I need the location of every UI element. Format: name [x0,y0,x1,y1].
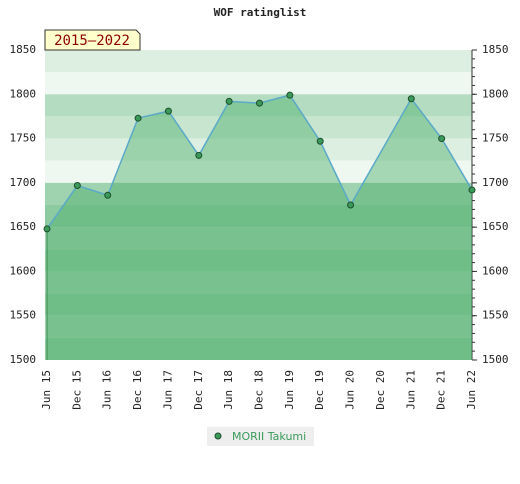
y2-tick-label: 1800 [482,87,509,100]
marker [468,186,476,194]
y-tick-label: 1550 [10,309,37,322]
x-tick: Dec 15 [70,370,83,410]
marker [164,107,172,115]
y-tick-label: 1800 [10,87,37,100]
marker [407,95,415,103]
y-tick-label: 1700 [10,176,37,189]
legend-marker [214,432,222,440]
y-tick-label: 1650 [10,220,37,233]
marker [195,151,203,159]
marker [225,97,233,105]
period-label: 2015–2022 [54,33,130,49]
background-band [45,160,472,183]
line [46,94,473,230]
y2-tick-label: 1850 [482,43,509,56]
marker [347,201,355,209]
marker [104,191,112,199]
x-tick: Jun 18 [222,370,235,410]
x-tick-label: Dec 15 [70,370,83,410]
marker [256,99,263,107]
background-band [45,205,472,228]
background-band [45,72,472,95]
y-tick-label: 1500 [10,353,37,366]
legend-label: MORII Takumi [232,430,306,443]
x-tick: Dec 18 [253,370,266,410]
y2-tick-label: 1600 [482,264,509,277]
x-tick: Dec 21 [435,370,448,410]
x-tick-label: Dec 21 [435,370,448,410]
background-band [45,138,472,161]
x-tick-label: Jun 20 [344,370,357,410]
marker [286,91,294,99]
x-tick: Jun 19 [283,370,296,410]
background-band [45,271,472,294]
x-tick: Dec 17 [192,370,205,410]
x-tick-label: Dec 18 [253,370,266,410]
background-band [45,249,472,272]
y2-tick-label: 1700 [482,176,509,189]
background-band [45,50,472,73]
marker [438,135,446,143]
background-band [45,116,472,139]
y2-tick-label: 1650 [482,220,509,233]
background-band [45,227,472,250]
x-tick-label: Jun 16 [101,370,114,410]
x-tick: Jun 17 [161,370,174,410]
legend-box [207,427,314,446]
area-fill [47,95,472,361]
marker [316,137,324,145]
x-tick: Jun 21 [404,370,417,410]
y2-tick-label: 1500 [482,353,509,366]
marker [134,114,142,122]
y2-tick-label: 1550 [482,309,509,322]
y-tick-label: 1850 [10,43,37,56]
background-band [45,293,472,316]
x-tick: Jun 20 [344,370,357,410]
x-tick: Jun 22 [465,370,478,410]
x-tick-label: Jun 18 [222,370,235,410]
x-tick-label: Jun 19 [283,370,296,410]
x-tick-label: Jun 22 [465,370,478,410]
x-tick-label: Jun 17 [161,370,174,410]
marker [43,225,51,233]
background-band [45,182,472,205]
x-tick: Jun 15 [40,370,53,410]
background-band [45,315,472,338]
y-tick-label: 1600 [10,264,37,277]
x-tick: Dec 20 [374,370,387,410]
chart-title: WOF ratinglist [214,6,307,19]
marker [73,182,81,190]
x-tick-label: Dec 20 [374,370,387,410]
period-box [44,29,141,51]
y2-tick-label: 1750 [482,132,509,145]
x-tick: Dec 19 [313,370,326,410]
background-band [45,337,472,360]
x-tick-label: Jun 15 [40,370,53,410]
x-tick-label: Jun 21 [404,370,417,410]
x-tick: Jun 16 [101,370,114,410]
x-tick-label: Dec 16 [131,370,144,410]
y-tick-label: 1750 [10,132,37,145]
x-tick-label: Dec 19 [313,370,326,410]
x-tick: Dec 16 [131,370,144,410]
x-tick-label: Dec 17 [192,370,205,410]
